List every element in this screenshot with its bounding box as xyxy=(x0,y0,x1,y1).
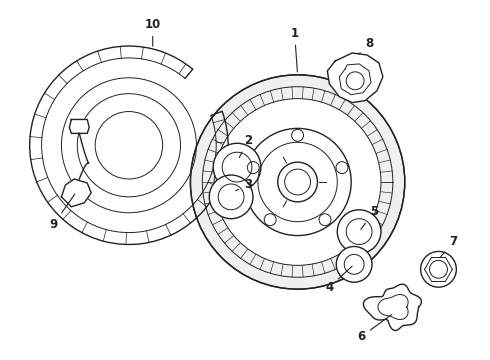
Circle shape xyxy=(278,162,318,202)
Circle shape xyxy=(244,129,351,235)
Polygon shape xyxy=(70,120,89,133)
Text: 8: 8 xyxy=(359,37,373,54)
Polygon shape xyxy=(327,53,383,103)
Circle shape xyxy=(209,175,253,219)
Circle shape xyxy=(213,143,261,191)
Circle shape xyxy=(420,251,456,287)
Circle shape xyxy=(336,247,372,282)
Text: 5: 5 xyxy=(361,205,378,229)
Text: 1: 1 xyxy=(291,27,299,72)
Text: 4: 4 xyxy=(325,266,352,294)
Polygon shape xyxy=(364,284,421,330)
Polygon shape xyxy=(61,179,91,207)
Text: 10: 10 xyxy=(145,18,161,46)
Text: 2: 2 xyxy=(239,134,252,158)
Circle shape xyxy=(214,99,381,265)
Circle shape xyxy=(191,75,405,289)
Text: 7: 7 xyxy=(441,235,458,257)
Text: 3: 3 xyxy=(236,179,252,192)
Text: 9: 9 xyxy=(49,194,74,231)
Text: 6: 6 xyxy=(357,315,392,343)
Circle shape xyxy=(337,210,381,253)
